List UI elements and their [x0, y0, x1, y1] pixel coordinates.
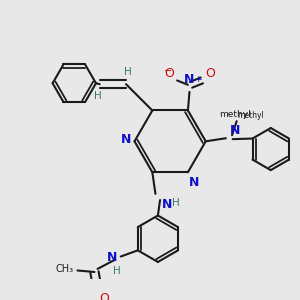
Text: N: N [107, 250, 117, 264]
Text: methyl: methyl [237, 111, 264, 120]
Text: CH₃: CH₃ [56, 264, 74, 274]
Text: H: H [94, 91, 102, 101]
Text: N: N [184, 73, 195, 86]
Text: methyl: methyl [219, 110, 251, 119]
Text: N: N [120, 133, 131, 146]
Text: N: N [230, 124, 240, 137]
Text: O: O [205, 67, 215, 80]
Text: N: N [189, 176, 199, 189]
Text: O: O [99, 292, 109, 300]
Text: −: − [164, 65, 172, 76]
Text: N: N [162, 197, 172, 211]
Text: H: H [113, 266, 121, 276]
Text: O: O [164, 67, 174, 80]
Text: H: H [124, 68, 131, 77]
Text: +: + [194, 75, 202, 84]
Text: H: H [172, 197, 179, 208]
